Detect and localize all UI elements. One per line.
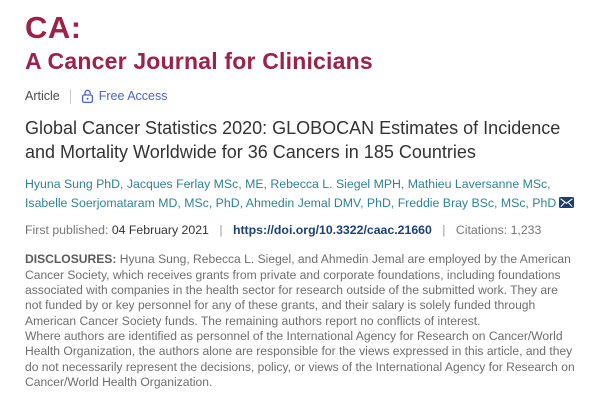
article-type-label: Article [25,89,60,104]
meta-divider [69,88,71,104]
journal-logo-line1: CA: [25,10,82,45]
disclosures-paragraph-2: Where authors are identified as personne… [25,328,575,389]
citations-count: 1,233 [510,223,542,238]
separator: | [219,223,223,238]
journal-logo[interactable]: CA: A Cancer Journal for Clinicians [25,10,576,74]
disclosures-paragraph-1: DISCLOSURES: Hyuna Sung, Rebecca L. Sieg… [25,252,576,329]
article-title: Global Cancer Statistics 2020: GLOBOCAN … [25,117,561,162]
article-meta-row: Article Free Access [25,88,576,104]
disclosures-text-1: Hyuna Sung, Rebecca L. Siegel, and Ahmed… [25,252,571,328]
doi-link[interactable]: https://doi.org/10.3322/caac.21660 [232,223,432,238]
author-list[interactable]: Hyuna Sung PhD, Jacques Ferlay MSc, ME, … [25,175,576,213]
free-access-label: Free Access [98,89,168,104]
separator: | [442,223,446,238]
unlock-icon [81,89,99,104]
disclosures-label: DISCLOSURES: [25,252,117,267]
disclosures-section: DISCLOSURES: Hyuna Sung, Rebecca L. Sieg… [25,252,576,390]
envelope-icon[interactable] [559,196,575,211]
citations-label: Citations: [455,223,508,238]
publication-info-row: First published: 04 February 2021 | http… [25,223,576,237]
first-published-date: 04 February 2021 [111,223,209,238]
free-access-badge: Free Access [81,89,168,104]
first-published-label: First published: [25,223,109,238]
journal-logo-line2: A Cancer Journal for Clinicians [25,47,373,74]
author-names[interactable]: Hyuna Sung PhD, Jacques Ferlay MSc, ME, … [25,177,557,210]
